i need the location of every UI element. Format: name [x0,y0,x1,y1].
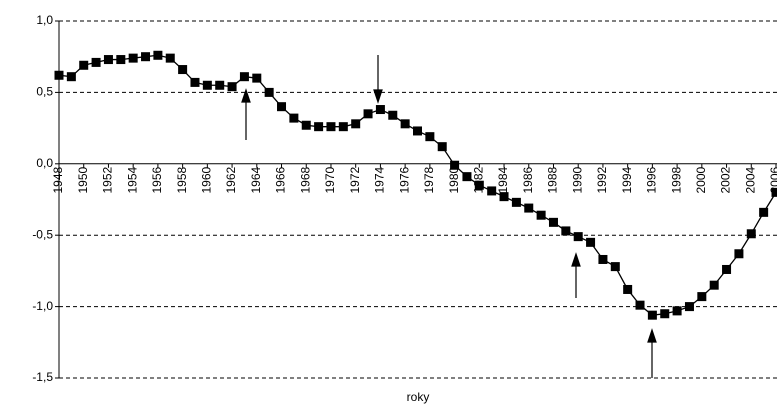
data-point [289,113,299,123]
data-point [623,284,633,294]
x-tick-label: 1978 [422,166,436,193]
data-point [647,310,657,320]
data-point [153,50,163,60]
data-point [227,82,237,92]
y-tick-label: 1,0 [36,13,53,27]
x-tick-label: 1996 [645,166,659,193]
data-point [771,187,777,197]
data-point [697,292,707,302]
x-tick-label: 1980 [447,166,461,193]
data-point [684,302,694,312]
data-point [487,186,497,196]
data-point [722,264,732,274]
x-tick-label: 1994 [620,166,634,193]
data-point [450,160,460,170]
x-tick-label: 1988 [546,166,560,193]
data-point [734,249,744,259]
x-tick-label: 1960 [200,166,214,193]
data-point [79,60,89,70]
data-point [573,232,583,242]
data-point [338,122,348,132]
data-point [165,53,175,63]
data-point [635,300,645,310]
data-point [202,80,212,90]
data-point [462,172,472,182]
data-point [672,306,682,316]
data-point [264,87,274,97]
data-point [54,70,64,80]
data-point [474,180,484,190]
data-point [610,262,620,272]
data-point [586,237,596,247]
x-tick-label: 2000 [694,166,708,193]
data-point [239,72,249,82]
x-axis-title: roky [407,390,430,404]
y-tick-label: -1,5 [32,370,53,384]
x-tick-label: 2002 [719,166,733,193]
data-point [190,77,200,87]
x-tick-label: 1972 [348,166,362,193]
x-tick-label: 1964 [249,166,263,193]
data-point [103,55,113,65]
x-tick-label: 1984 [496,166,510,193]
x-tick-label: 1958 [175,166,189,193]
data-point [413,126,422,136]
data-point [301,120,311,130]
x-tick-label: 1970 [323,166,337,193]
data-point [524,203,534,213]
data-point [437,142,447,152]
arrows [241,55,657,378]
data-point [536,210,546,220]
x-tick-label: 1968 [298,166,312,193]
data-point [351,119,361,129]
x-tick-label: 1992 [595,166,609,193]
data-point [375,105,385,115]
data-point [215,80,225,90]
data-point [660,309,670,319]
x-tick-label: 1962 [224,166,238,193]
x-tick-label: 2004 [743,166,757,193]
data-point [759,207,769,217]
data-point [116,55,126,65]
data-point [425,132,435,142]
x-tick-label: 1990 [570,166,584,193]
data-point [314,122,324,132]
x-tick-label: 1986 [521,166,535,193]
data-point [66,72,76,82]
y-tick-label: 0,0 [36,156,53,170]
x-tick-label: 1948 [51,166,65,193]
x-tick-label: 2006 [768,166,777,193]
data-point [400,119,410,129]
x-tick-label: 1966 [274,166,288,193]
data-point [561,226,571,236]
data-point [388,110,398,120]
data-point [141,52,151,62]
data-point [499,192,509,202]
x-tick-label: 1956 [150,166,164,193]
y-tick-label: 0,5 [36,85,53,99]
data-point [178,65,188,75]
data-point [709,280,719,290]
x-tick-label: 1976 [397,166,411,193]
x-tick-label: 1954 [125,166,139,193]
data-point [363,109,373,119]
data-point [128,53,138,63]
data-point [326,122,336,132]
x-tick-label: 1952 [101,166,115,193]
data-point [548,217,558,227]
data-point [511,197,521,207]
data-point [598,254,608,264]
y-tick-label: -0,5 [32,227,53,241]
x-tick-label: 1950 [76,166,90,193]
data-point [91,57,101,67]
data-point [252,73,262,83]
x-tick-label: 1974 [373,166,387,193]
data-point [746,229,756,239]
x-tick-label: 1998 [669,166,683,193]
y-tick-label: -1,0 [32,299,53,313]
data-point [277,102,287,112]
